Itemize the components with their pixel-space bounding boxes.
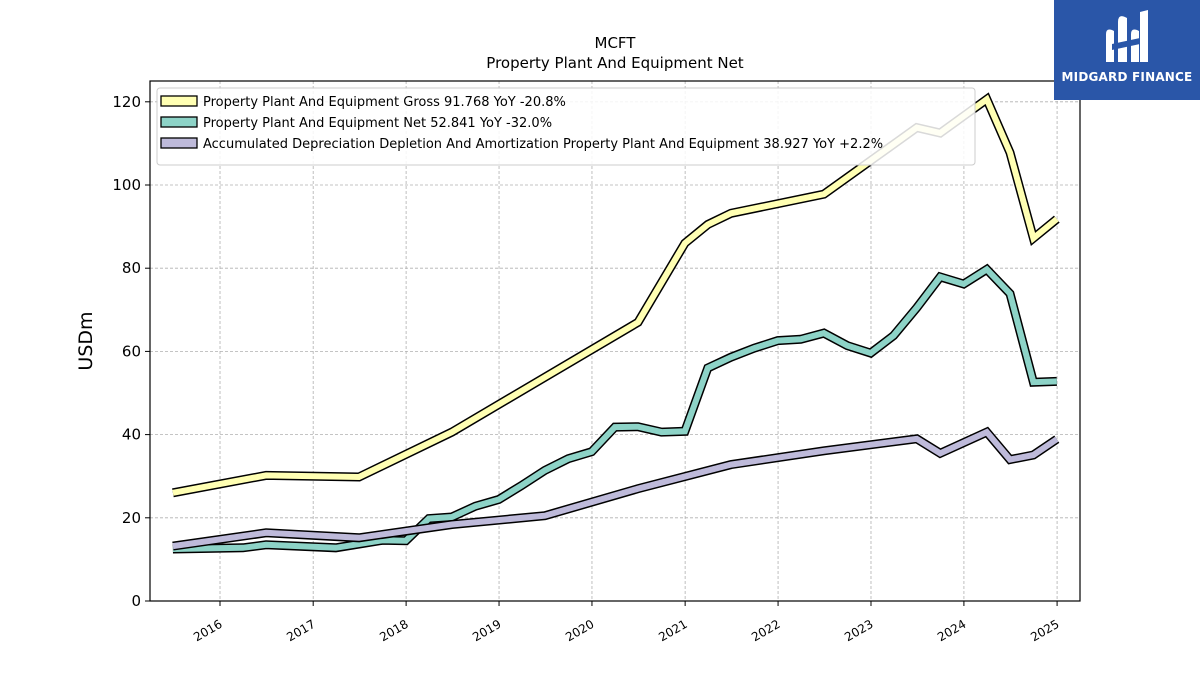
x-tick-label: 2021 (656, 617, 689, 644)
midgard-logo-icon (1106, 10, 1148, 63)
x-tick-label: 2020 (563, 617, 596, 644)
y-tick-label: 100 (112, 176, 141, 194)
chart-subtitle: Property Plant And Equipment Net (486, 54, 743, 72)
x-tick-label: 2025 (1028, 617, 1061, 644)
x-tick-label: 2019 (470, 617, 503, 644)
y-tick-label: 40 (122, 426, 141, 444)
y-tick-label: 60 (122, 342, 141, 360)
legend-label-2: Property Plant And Equipment Net 52.841 … (203, 116, 552, 131)
x-tick-label: 2022 (749, 617, 782, 644)
legend-label-1: Property Plant And Equipment Gross 91.76… (203, 95, 566, 110)
series-line-2 (172, 265, 1057, 552)
x-tick-label: 2023 (842, 617, 875, 644)
series-line-3 (172, 428, 1059, 550)
x-tick-label: 2024 (935, 617, 968, 644)
y-axis-label: USDm (75, 311, 97, 370)
y-tick-label: 120 (112, 93, 141, 111)
chart-title: MCFT (595, 34, 637, 52)
series-lines (172, 92, 1060, 554)
logo-text: MIDGARD FINANCE (1061, 70, 1193, 84)
x-tick-label: 2017 (284, 617, 317, 644)
legend-swatch-1 (160, 95, 198, 107)
series-line-outline-3 (172, 426, 1060, 551)
legend-box (156, 87, 976, 166)
legend-swatch-2 (160, 116, 198, 128)
x-tick-label: 2018 (377, 617, 410, 644)
y-axis: 0 20 40 60 80 100 120 (112, 93, 150, 610)
series-line-1 (172, 94, 1059, 496)
midgard-finance-logo: MIDGARD FINANCE (1054, 0, 1200, 100)
grid-lines (150, 81, 1080, 602)
y-tick-label: 20 (122, 509, 141, 527)
y-tick-label: 0 (131, 592, 141, 610)
series-line-outline-2 (172, 263, 1057, 554)
x-tick-label: 2016 (191, 617, 224, 644)
plot-frame (149, 80, 1081, 602)
legend-swatch-3 (160, 137, 198, 149)
legend: Property Plant And Equipment Gross 91.76… (156, 87, 976, 166)
legend-label-3: Accumulated Depreciation Depletion And A… (203, 137, 883, 152)
y-tick-label: 80 (122, 259, 141, 277)
x-axis: 2016 2017 2018 2019 2020 2021 2022 2023 2024 2025 (191, 601, 1062, 644)
